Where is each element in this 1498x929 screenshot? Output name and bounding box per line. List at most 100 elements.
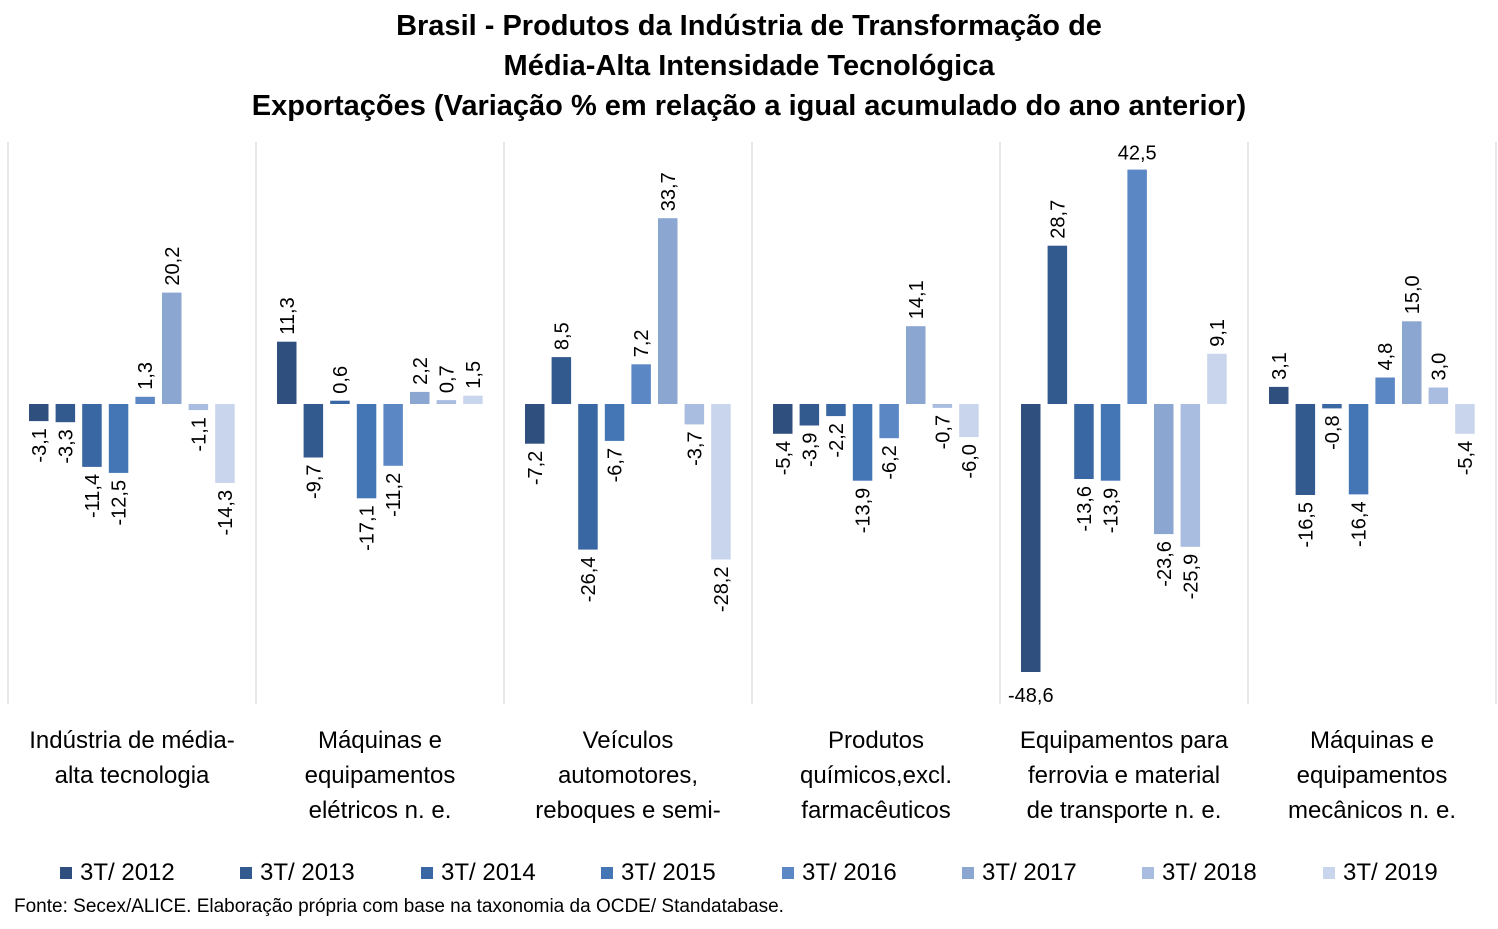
legend-item: 3T/ 2016: [782, 856, 897, 890]
bar: [1074, 404, 1094, 479]
bar: [799, 404, 820, 426]
data-label: 2,2: [410, 357, 432, 385]
data-label: -5,4: [1455, 441, 1477, 475]
data-label: -26,4: [578, 557, 600, 603]
bar: [1295, 404, 1316, 495]
data-label: 15,0: [1402, 275, 1424, 314]
data-label: -13,9: [1101, 488, 1123, 534]
data-label: -0,7: [932, 415, 954, 449]
data-label: 28,7: [1047, 200, 1069, 239]
bar: [879, 404, 899, 439]
bar: [82, 404, 102, 467]
data-label: -16,4: [1349, 501, 1371, 547]
bar: [932, 404, 953, 408]
category-label: equipamentos: [1297, 762, 1448, 789]
bar: [1047, 245, 1068, 404]
data-label: 42,5: [1118, 143, 1157, 165]
category-label: Indústria de média-: [29, 727, 234, 754]
bar: [1322, 404, 1342, 409]
data-label: -6,2: [879, 445, 901, 479]
data-label: -3,7: [684, 431, 706, 465]
bar: [29, 404, 49, 422]
legend-swatch: [782, 867, 794, 879]
data-label: 1,5: [463, 361, 485, 389]
data-label: -12,5: [109, 480, 131, 526]
bar: [826, 404, 846, 417]
bar: [1375, 377, 1395, 404]
bar: [1269, 386, 1289, 404]
bar: [410, 391, 430, 404]
data-label: -6,7: [605, 448, 627, 482]
legend-label: 3T/ 2017: [982, 859, 1077, 886]
bar: [383, 404, 403, 466]
data-label: -2,2: [826, 423, 848, 457]
bar: [303, 404, 324, 458]
data-label: -16,5: [1295, 502, 1317, 548]
legend-swatch: [421, 867, 433, 879]
legend-item: 3T/ 2012: [60, 856, 175, 890]
legend-label: 3T/ 2012: [80, 859, 175, 886]
bar: [658, 218, 678, 404]
category-label: ferrovia e material: [1028, 762, 1220, 789]
data-label: -13,9: [853, 488, 875, 534]
data-label: 11,3: [277, 297, 299, 334]
data-label: -6,0: [959, 444, 981, 478]
bar: [1100, 404, 1121, 481]
legend-item: 3T/ 2017: [962, 856, 1077, 890]
bar: [578, 404, 598, 550]
legend-swatch: [601, 867, 613, 879]
category-label: Máquinas e: [318, 727, 442, 754]
legend-swatch: [1142, 867, 1154, 879]
source-note: Fonte: Secex/ALICE. Elaboração própria c…: [14, 896, 784, 917]
bar: [188, 404, 209, 411]
bar: [631, 364, 651, 404]
data-label: -48,6: [1008, 685, 1054, 707]
data-label: 7,2: [631, 329, 653, 357]
bar: [1154, 404, 1174, 535]
bar: [330, 400, 350, 404]
chart-legend: 3T/ 2012 3T/ 2013 3T/ 2014 3T/ 2015 3T/ 2016…: [0, 856, 1498, 892]
data-label: 0,6: [330, 366, 352, 394]
bar: [525, 404, 545, 444]
data-label: 3,0: [1428, 353, 1450, 381]
data-label: -7,2: [525, 451, 547, 485]
bar: [551, 357, 572, 404]
legend-label: 3T/ 2016: [802, 859, 897, 886]
chart-title-line-3: Exportações (Variação % em relação a igu…: [251, 90, 1247, 122]
bar: [1207, 353, 1227, 404]
data-label: -1,1: [188, 417, 210, 451]
bar: [162, 292, 182, 404]
bar: [463, 395, 483, 404]
data-label: 20,2: [162, 247, 184, 286]
category-label: alta tecnologia: [55, 762, 210, 789]
data-label: -11,4: [82, 474, 104, 518]
bar: [1348, 404, 1369, 495]
category-label: equipamentos: [305, 762, 456, 789]
category-label: químicos,excl.: [800, 762, 952, 789]
bar: [604, 404, 625, 441]
legend-item: 3T/ 2014: [421, 856, 536, 890]
bar: [356, 404, 377, 499]
bar: [108, 404, 129, 473]
legend-swatch: [962, 867, 974, 879]
bar: [959, 404, 979, 438]
category-label: farmacêuticos: [801, 797, 950, 824]
bar: [1428, 387, 1449, 404]
category-label: reboques e semi-: [535, 797, 720, 824]
data-label: -13,6: [1074, 486, 1096, 532]
legend-item: 3T/ 2013: [240, 856, 355, 890]
data-label: -11,2: [383, 473, 405, 517]
data-label: -9,7: [303, 465, 325, 499]
data-label: -3,9: [799, 433, 821, 467]
legend-label: 3T/ 2014: [441, 859, 536, 886]
legend-label: 3T/ 2015: [621, 859, 716, 886]
data-label: -14,3: [215, 490, 237, 536]
data-label: 9,1: [1207, 319, 1229, 347]
legend-swatch: [1323, 867, 1335, 879]
data-label: 1,3: [135, 362, 157, 390]
data-label: 0,7: [436, 365, 458, 393]
bar: [852, 404, 873, 481]
chart-title: Brasil - Produtos da Indústria de Transf…: [0, 6, 1498, 126]
data-label: 4,8: [1375, 343, 1397, 371]
bar: [711, 404, 731, 560]
